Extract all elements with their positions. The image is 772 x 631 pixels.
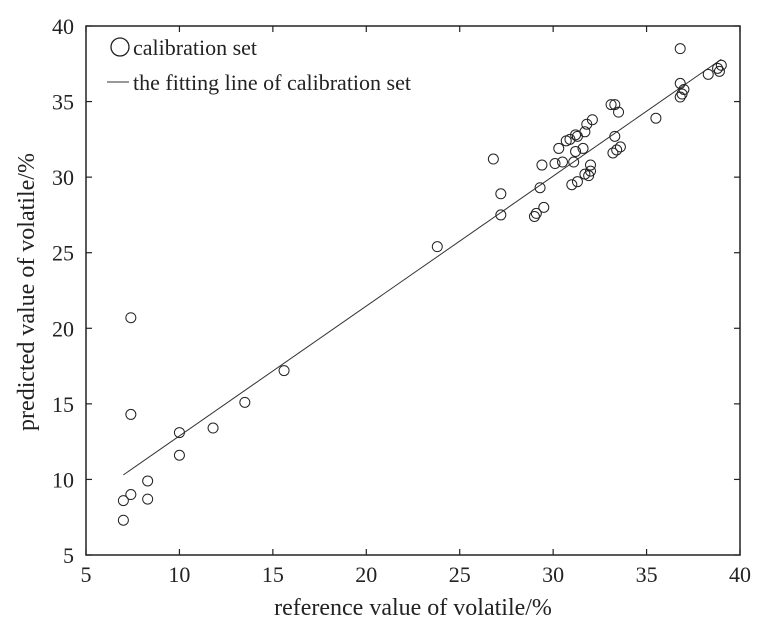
plot-area-frame <box>85 25 741 556</box>
data-point <box>125 312 137 324</box>
x-tick-label: 20 <box>355 562 377 587</box>
data-point <box>125 489 137 501</box>
x-axis-label: reference value of volatile/% <box>274 595 552 621</box>
data-point <box>536 159 548 171</box>
data-point <box>614 141 626 153</box>
y-tick-label: 10 <box>52 467 74 492</box>
data-point <box>278 365 290 377</box>
data-point <box>571 176 583 188</box>
data-point <box>585 165 597 177</box>
legend-label-fitting-line: the fitting line of calibration set <box>133 70 411 95</box>
data-point <box>586 114 598 126</box>
scatter-points <box>117 43 727 526</box>
data-point <box>566 179 578 191</box>
data-point <box>577 142 589 154</box>
x-tick-label: 10 <box>168 562 190 587</box>
data-point <box>583 170 595 182</box>
data-point <box>549 158 561 170</box>
data-point <box>609 130 621 142</box>
x-tick-label: 40 <box>729 562 751 587</box>
axis-ticks <box>85 25 741 556</box>
x-tick-label: 5 <box>81 562 92 587</box>
data-point <box>674 43 686 55</box>
data-point <box>173 427 185 439</box>
data-point <box>607 147 619 159</box>
data-point <box>556 156 568 168</box>
y-tick-label: 5 <box>63 543 74 568</box>
data-point <box>538 201 550 213</box>
data-point <box>528 210 540 222</box>
data-point <box>239 396 251 408</box>
data-point <box>207 422 219 434</box>
data-point <box>713 65 725 77</box>
x-tick-label: 35 <box>636 562 658 587</box>
data-point <box>431 241 443 253</box>
data-point <box>613 106 625 118</box>
data-point <box>534 182 546 194</box>
y-tick-label: 35 <box>52 90 74 115</box>
fitting-line <box>123 58 722 476</box>
data-point <box>553 142 565 154</box>
data-point <box>605 99 617 111</box>
legend: calibration set the fitting line of cali… <box>107 35 411 95</box>
x-tick-labels: 5 10 15 20 25 30 35 40 <box>81 562 752 587</box>
y-tick-label: 20 <box>52 316 74 341</box>
data-point <box>570 145 582 157</box>
x-tick-label: 25 <box>449 562 471 587</box>
data-point <box>487 153 499 165</box>
y-tick-label: 40 <box>52 14 74 39</box>
data-point <box>674 77 686 89</box>
data-point <box>650 112 662 124</box>
y-tick-label: 15 <box>52 392 74 417</box>
data-point <box>495 209 507 221</box>
legend-marker-calibration-set <box>110 37 130 57</box>
data-point <box>568 156 580 168</box>
y-tick-labels: 5 10 15 20 25 30 35 40 <box>52 14 74 568</box>
x-tick-label: 30 <box>542 562 564 587</box>
y-tick-label: 30 <box>52 165 74 190</box>
data-point <box>117 495 129 507</box>
data-point <box>715 59 727 71</box>
data-point <box>676 88 688 100</box>
y-tick-label: 25 <box>52 241 74 266</box>
data-point <box>585 159 597 171</box>
data-point <box>495 188 507 200</box>
data-point <box>142 493 154 505</box>
data-point <box>530 207 542 219</box>
data-point <box>678 83 690 95</box>
legend-label-calibration-set: calibration set <box>133 35 257 60</box>
x-tick-label: 15 <box>262 562 284 587</box>
data-point <box>579 126 591 138</box>
data-point <box>702 68 714 80</box>
data-point <box>173 449 185 461</box>
data-point <box>712 62 724 74</box>
data-point <box>611 144 623 156</box>
data-point <box>142 475 154 487</box>
data-point <box>125 408 137 420</box>
y-axis-label: predicted value of volatile/% <box>14 153 40 431</box>
data-point <box>117 514 129 526</box>
